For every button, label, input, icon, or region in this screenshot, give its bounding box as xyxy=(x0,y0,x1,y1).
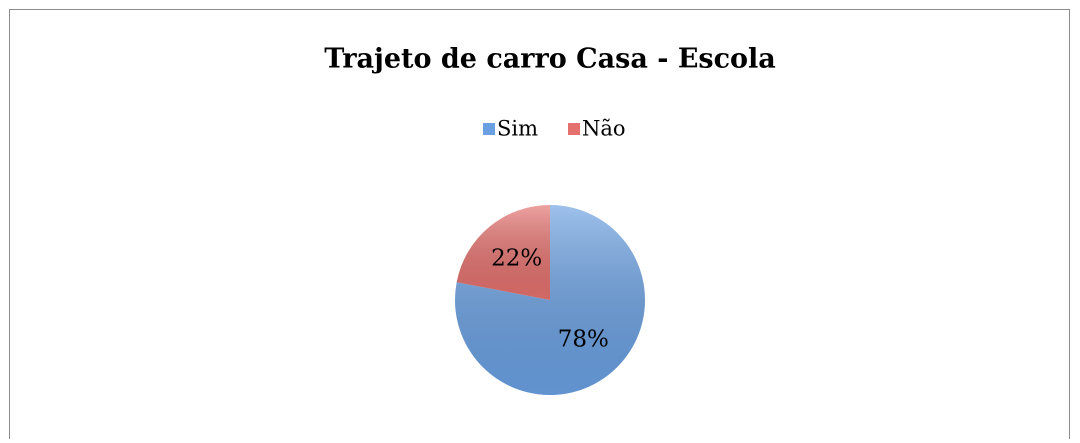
legend-label: Não xyxy=(582,117,626,141)
data-label: 78% xyxy=(558,326,609,352)
legend-swatch xyxy=(568,123,581,135)
data-label: 22% xyxy=(491,246,542,272)
pie: 78% 22% xyxy=(454,205,646,396)
legend-label: Sim xyxy=(497,117,538,141)
legend: Sim Não xyxy=(483,117,626,141)
legend-swatch xyxy=(483,123,495,135)
slice-shade xyxy=(456,205,550,300)
chart-title: Trajeto de carro Casa - Escola xyxy=(324,44,776,75)
